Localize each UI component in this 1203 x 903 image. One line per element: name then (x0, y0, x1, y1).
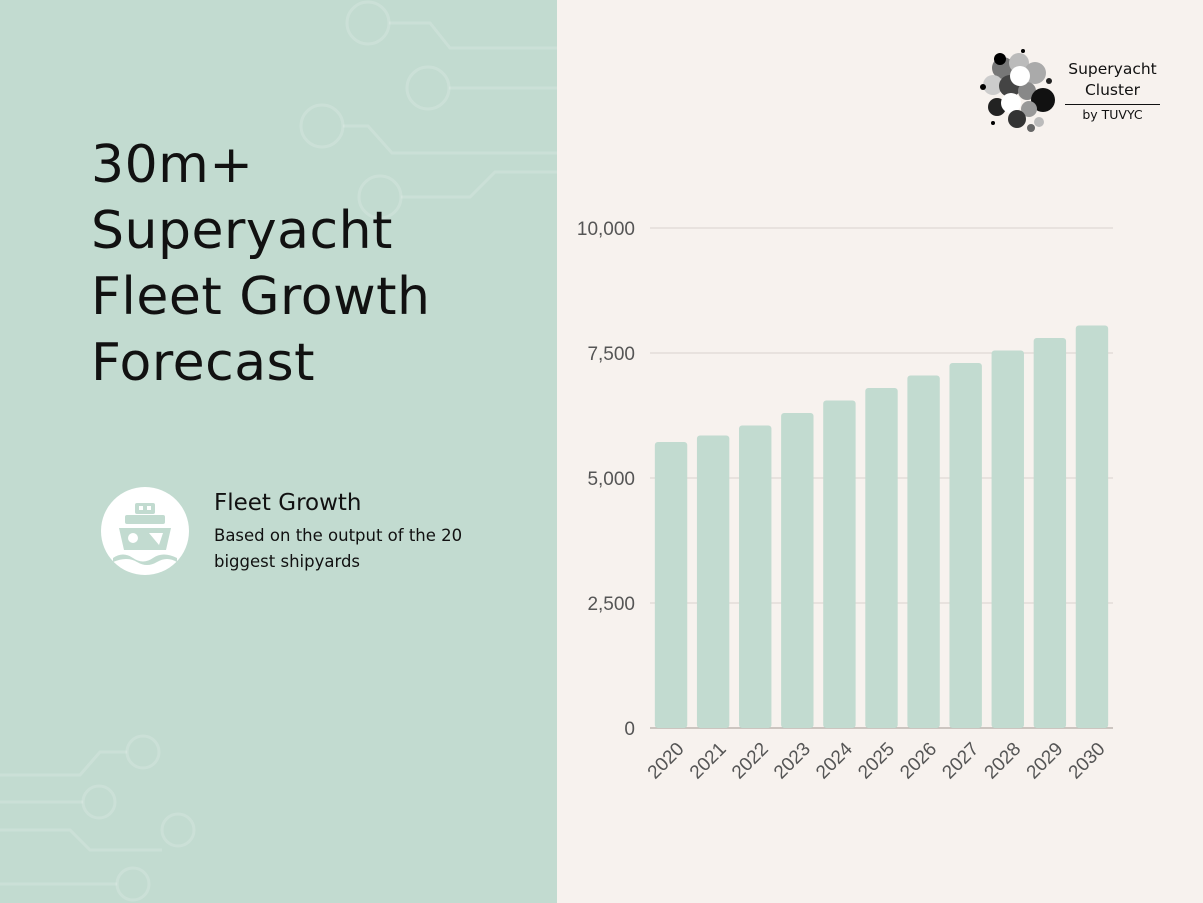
bar (949, 363, 982, 728)
bubble-cluster-icon (980, 49, 1055, 132)
x-tick-label: 2028 (981, 739, 1026, 784)
circuit-decoration (0, 0, 557, 902)
y-tick-label: 7,500 (587, 344, 635, 365)
y-tick-label: 5,000 (587, 469, 635, 490)
bar (865, 388, 898, 728)
x-tick-label: 2023 (770, 739, 815, 784)
title-line: Fleet Growth (91, 267, 431, 327)
x-tick-label: 2022 (728, 739, 773, 784)
chart-svg: 02,5005,0007,50010,000202020212022202320… (577, 219, 1113, 784)
bar (823, 400, 856, 728)
logo-text: Superyacht Cluster by TUVYC (1065, 59, 1160, 123)
fleet-growth-chart: 0 2,500 5,000 7,500 10,000 2020 2021 2022 2023 20… (557, 180, 1203, 820)
x-tick-label: 2021 (686, 739, 731, 784)
title-line: 30m+ (91, 135, 254, 195)
y-tick-label: 0 (624, 719, 635, 740)
bar (1033, 338, 1067, 728)
x-tick-label: 2029 (1023, 739, 1068, 784)
x-tick-label: 2030 (1065, 739, 1110, 784)
x-tick-label: 2027 (938, 739, 983, 784)
page-title: 30m+ Superyacht Fleet Growth Forecast (91, 132, 430, 396)
bar (1075, 325, 1109, 728)
bar (739, 425, 772, 728)
bar (781, 413, 814, 728)
logo-byline: by TUVYC (1065, 104, 1160, 123)
x-tick-label: 2026 (896, 739, 941, 784)
title-line: Superyacht (91, 201, 393, 261)
x-tick-label: 2020 (644, 739, 689, 784)
logo: Superyacht Cluster by TUVYC (975, 45, 1165, 135)
left-panel: 30m+ Superyacht Fleet Growth Forecast Fl… (0, 0, 557, 903)
logo-line: Superyacht (1068, 60, 1157, 78)
logo-line: Cluster (1084, 81, 1140, 99)
bar (907, 375, 940, 728)
info-description: Based on the output of the 20 biggest sh… (214, 526, 463, 571)
yacht-icon (101, 487, 189, 575)
y-tick-label: 10,000 (577, 219, 635, 240)
bar (991, 350, 1024, 728)
bar (696, 435, 730, 728)
info-title: Fleet Growth (214, 490, 362, 516)
x-tick-label: 2024 (812, 738, 857, 783)
title-line: Forecast (91, 333, 316, 393)
bar (654, 442, 688, 728)
y-tick-label: 2,500 (587, 594, 635, 615)
x-tick-label: 2025 (854, 739, 899, 784)
